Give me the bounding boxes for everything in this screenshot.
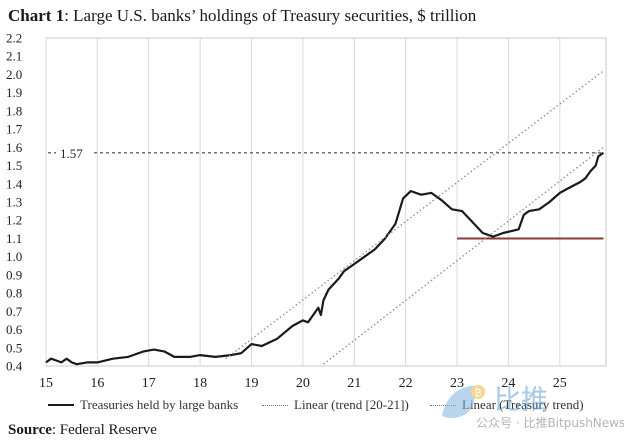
x-tick-label: 20	[296, 376, 310, 391]
legend-swatch-dotted	[430, 404, 456, 406]
y-tick-label: 0.6	[6, 322, 23, 337]
y-tick-label: 1.9	[6, 85, 22, 100]
y-tick-label: 1.3	[6, 195, 22, 210]
plot-frame	[45, 37, 607, 367]
legend-item-trend-20-21: Linear (trend [20-21])	[262, 397, 409, 413]
series-line-treasuries	[45, 151, 605, 366]
svg-text:₿: ₿	[474, 387, 481, 399]
x-axis: 15 16 17 18 19 20 21 22 23 24 25	[39, 376, 567, 391]
x-tick-label: 16	[90, 376, 104, 391]
y-tick-label: 0.9	[6, 267, 22, 282]
y-tick-label: 1.8	[6, 103, 22, 118]
source-note: Source: Federal Reserve	[8, 422, 157, 438]
x-tick-label: 17	[142, 376, 156, 391]
y-tick-label: 0.7	[6, 304, 23, 319]
x-tick-label: 23	[450, 376, 464, 391]
legend-swatch-solid	[48, 404, 74, 406]
x-tick-label: 15	[39, 376, 53, 391]
y-tick-label: 1.7	[6, 122, 23, 137]
series-line-trend-2	[323, 146, 604, 365]
watermark-brand: 比推	[494, 385, 548, 416]
y-tick-label: 2.2	[6, 31, 22, 46]
y-tick-label: 1.5	[6, 158, 22, 173]
x-tick-label: 19	[245, 376, 259, 391]
y-tick-label: 2.1	[6, 49, 22, 64]
x-tick-label: 18	[193, 376, 207, 391]
legend-item-treasuries: Treasuries held by large banks	[48, 397, 238, 413]
annotation-label: 1.57	[60, 146, 83, 161]
y-tick-label: 1.1	[6, 231, 22, 246]
y-tick-label: 0.8	[6, 286, 22, 301]
watermark: ₿ 比推 公众号 · 比推BitpushNews	[436, 376, 624, 442]
y-axis: 0.4 0.5 0.6 0.7 0.8 0.9 1.0 1.1 1.2 1.3 1.4 1.5 1.6 1…	[6, 31, 23, 374]
y-tick-label: 1.6	[6, 140, 23, 155]
chart-title: Chart 1: Large U.S. banks’ holdings of T…	[8, 6, 477, 25]
y-tick-label: 0.5	[6, 340, 22, 355]
y-tick-label: 1.2	[6, 213, 22, 228]
annotations: 1.57	[48, 146, 604, 240]
legend-label: Linear (trend [20-21])	[294, 397, 409, 412]
y-tick-label: 1.0	[6, 249, 22, 264]
x-tick-label: 21	[347, 376, 361, 391]
y-tick-label: 2.0	[6, 67, 22, 82]
y-tick-label: 0.4	[6, 359, 23, 374]
legend-swatch-dotted	[262, 404, 288, 406]
series-layer	[45, 70, 605, 366]
grid	[45, 37, 607, 367]
legend-item-treasury-trend: Linear (Treasury trend)	[430, 397, 584, 413]
x-tick-label: 25	[553, 376, 567, 391]
y-tick-label: 1.4	[6, 176, 23, 191]
legend-label: Linear (Treasury trend)	[462, 397, 584, 412]
watermark-subtitle: 公众号 · 比推BitpushNews	[476, 416, 624, 430]
bird-logo-icon: ₿	[442, 385, 485, 418]
legend-label: Treasuries held by large banks	[80, 397, 239, 412]
x-tick-label: 22	[399, 376, 413, 391]
series-line-trend-1	[225, 70, 604, 360]
x-tick-label: 24	[501, 376, 515, 391]
